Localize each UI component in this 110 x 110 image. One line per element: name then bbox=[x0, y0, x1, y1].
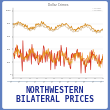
Text: NORTHWESTERN: NORTHWESTERN bbox=[26, 86, 84, 95]
FancyBboxPatch shape bbox=[2, 1, 108, 109]
Text: — Series 1
— Series 2: — Series 1 — Series 2 bbox=[92, 8, 102, 11]
Title: Dollar Crimes: Dollar Crimes bbox=[48, 3, 69, 7]
Text: BILATERAL PRICES: BILATERAL PRICES bbox=[16, 95, 94, 104]
